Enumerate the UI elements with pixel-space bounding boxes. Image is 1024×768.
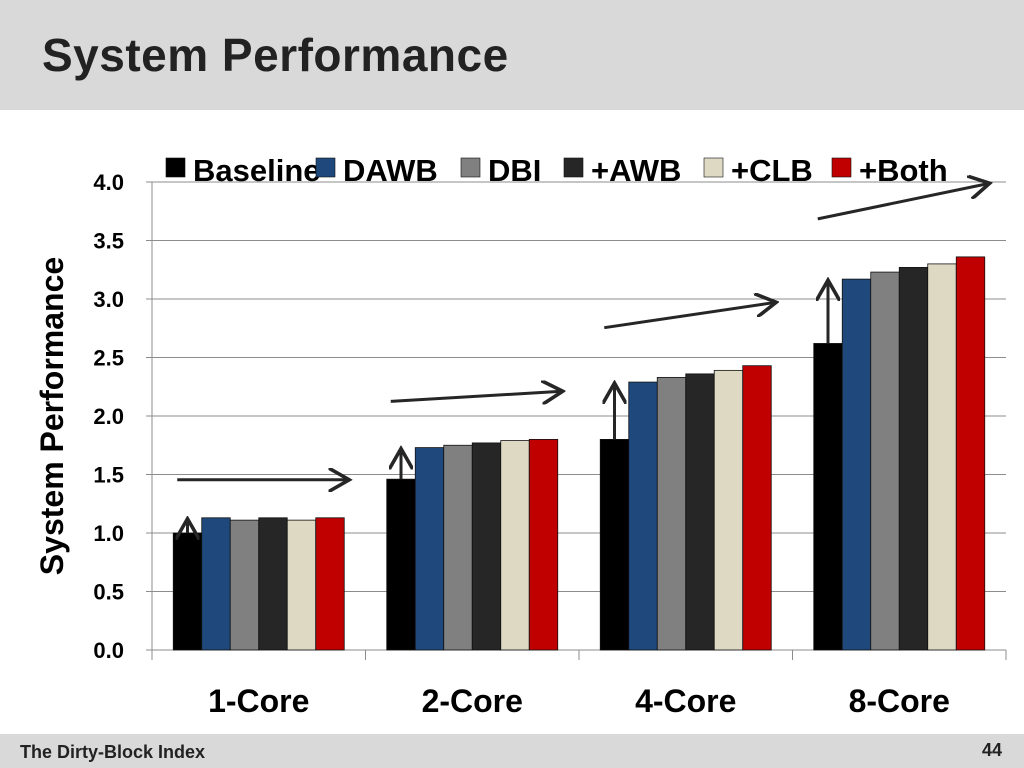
footer-bar [0, 734, 1024, 768]
bar-baseline-2-core [386, 478, 416, 651]
bar-awb-4-core [685, 373, 715, 651]
trend-arrow [817, 184, 987, 221]
trend-arrow [604, 303, 773, 330]
y-tick-label: 0.5 [93, 580, 124, 605]
y-tick-label: 1.5 [93, 463, 124, 488]
bar-both-1-core [315, 517, 345, 651]
y-tick-label: 1.0 [93, 521, 124, 546]
trend-arrow [390, 391, 560, 401]
bar-dbi-2-core [443, 444, 473, 651]
legend-swatch [703, 157, 724, 178]
title-bar [0, 0, 1024, 110]
y-tick-label: 2.0 [93, 404, 124, 429]
bar-baseline-1-core [172, 532, 203, 651]
bar-both-8-core [955, 256, 986, 651]
bar-clb-1-core [286, 519, 317, 651]
legend-swatch [460, 157, 481, 178]
x-category-label: 8-Core [849, 683, 950, 719]
legend-label: DBI [488, 153, 541, 188]
bar-dawb-4-core [628, 381, 658, 651]
bar-chart: 0.0 0.5 1.0 1.5 2.0 2.5 3.0 3.5 4.0 1-Core 2-Core 4… [34, 153, 1007, 719]
bar-awb-2-core [471, 442, 502, 651]
x-category-label: 1-Core [208, 683, 309, 719]
legend-label: +CLB [731, 153, 813, 188]
legend-label: +AWB [591, 153, 681, 188]
bar-awb-8-core [898, 267, 929, 651]
y-tick-label: 3.0 [93, 287, 124, 312]
legend-label: +Both [859, 153, 948, 188]
legend-swatch [563, 157, 584, 178]
bar-baseline-4-core [599, 438, 630, 651]
legend-label: Baseline [193, 153, 321, 188]
y-tick-label: 2.5 [93, 346, 124, 371]
y-tick-label: 3.5 [93, 229, 124, 254]
legend-label: DAWB [343, 153, 438, 188]
bar-clb-4-core [713, 369, 744, 651]
footer-text: The Dirty-Block Index [20, 742, 206, 762]
bar-dawb-8-core [841, 278, 872, 651]
y-axis-label: System Performance [34, 257, 70, 575]
y-tick-label: 4.0 [93, 170, 124, 195]
bar-clb-2-core [500, 440, 530, 651]
bar-baseline-8-core [813, 343, 843, 651]
bar-dawb-2-core [414, 447, 445, 651]
x-category-label: 2-Core [422, 683, 523, 719]
bar-dbi-8-core [870, 271, 900, 651]
bar-both-4-core [742, 365, 772, 651]
legend-swatch [315, 157, 336, 178]
page-number: 44 [981, 740, 1002, 760]
legend-swatch [831, 157, 852, 178]
slide-title: System Performance [42, 29, 509, 81]
y-tick-label: 0.0 [93, 638, 124, 663]
legend-swatch [165, 157, 186, 178]
bar-both-2-core [528, 438, 559, 651]
bar-awb-1-core [258, 517, 288, 651]
x-category-label: 4-Core [635, 683, 736, 719]
bar-dbi-1-core [229, 519, 260, 651]
bar-dawb-1-core [201, 517, 231, 651]
bar-dbi-4-core [656, 376, 687, 651]
bar-clb-8-core [927, 263, 957, 651]
